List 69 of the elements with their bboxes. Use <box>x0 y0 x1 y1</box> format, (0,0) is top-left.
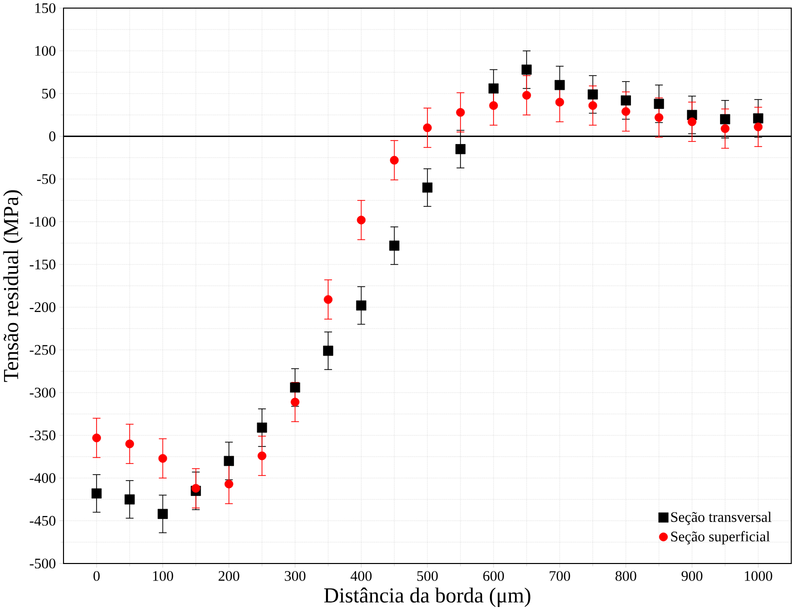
point <box>555 98 564 106</box>
point <box>323 346 334 356</box>
point <box>688 117 696 126</box>
y-tick-label: -100 <box>30 216 56 227</box>
point <box>522 90 531 100</box>
point <box>422 182 432 193</box>
point <box>488 83 499 94</box>
x-tick-label: 1000 <box>744 570 772 581</box>
point <box>158 508 168 519</box>
y-tick-label: -150 <box>30 259 56 270</box>
point <box>256 422 268 433</box>
y-tick-label: 150 <box>35 3 56 13</box>
y-tick-label: -500 <box>30 558 56 568</box>
y-tick-label: 50 <box>42 88 56 98</box>
x-tick-label: 200 <box>218 570 240 581</box>
y-tick-label: -450 <box>30 516 56 526</box>
x-tick-label: 700 <box>550 570 570 581</box>
x-tick-label: 100 <box>153 570 174 581</box>
point <box>423 123 432 132</box>
y-tick-label: -400 <box>30 473 56 483</box>
point <box>456 108 465 117</box>
point <box>622 107 630 116</box>
point <box>522 64 532 75</box>
y-tick-label: -200 <box>30 302 56 312</box>
point <box>455 144 466 154</box>
y-axis-title: Tensão residual (MPa) <box>3 190 23 382</box>
legend-label: Seção superficial <box>671 530 770 544</box>
x-tick-label: 600 <box>483 570 504 581</box>
point <box>324 295 333 304</box>
x-tick-label: 900 <box>682 570 702 581</box>
point <box>554 80 565 90</box>
point <box>92 488 102 498</box>
point <box>191 484 200 493</box>
point <box>390 156 399 164</box>
y-tick-label: 100 <box>35 46 56 56</box>
x-axis-title: Distância da borda (μm) <box>324 587 530 607</box>
point <box>489 101 498 110</box>
point <box>258 451 266 460</box>
point <box>356 216 366 224</box>
point <box>158 454 168 463</box>
point <box>720 124 730 133</box>
y-tick-label: -250 <box>30 344 56 355</box>
x-tick-label: 400 <box>350 570 372 581</box>
point <box>124 494 135 504</box>
point <box>753 113 764 124</box>
point <box>224 456 234 466</box>
point <box>754 122 763 132</box>
point <box>588 89 598 100</box>
y-tick-label: -300 <box>30 388 56 398</box>
point <box>720 114 730 124</box>
y-tick-label: -350 <box>30 430 56 440</box>
point <box>620 95 631 106</box>
point <box>290 382 300 392</box>
y-tick-label: 0 <box>49 131 56 142</box>
point <box>92 433 101 442</box>
point <box>356 300 366 310</box>
point <box>588 101 598 110</box>
point <box>224 480 234 488</box>
point <box>654 113 664 122</box>
x-tick-label: 500 <box>417 570 438 581</box>
point <box>654 98 664 109</box>
legend-label: Seção transversal <box>671 512 772 525</box>
x-tick-label: 800 <box>616 570 636 581</box>
x-tick-label: 300 <box>284 570 306 581</box>
x-tick-label: 0 <box>94 570 100 581</box>
point <box>389 240 400 251</box>
point <box>290 398 300 406</box>
y-tick-label: -50 <box>37 174 56 184</box>
point <box>125 439 134 448</box>
